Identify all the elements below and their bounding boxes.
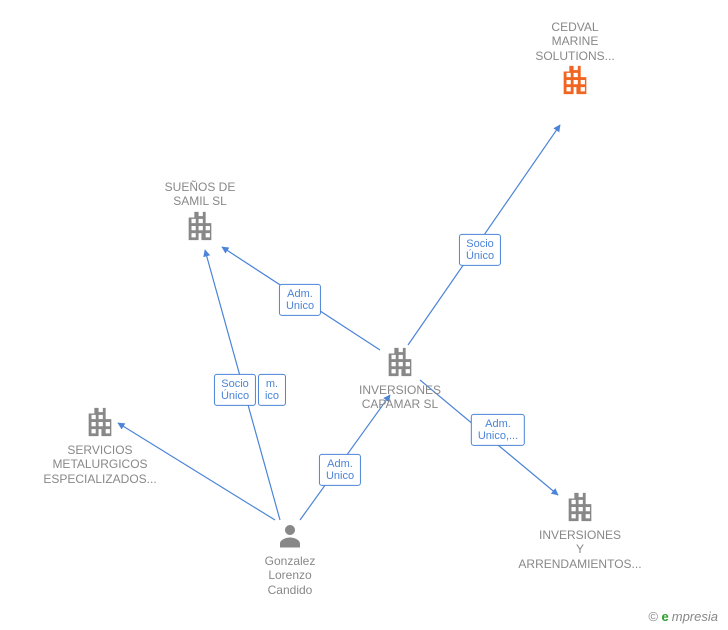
node-servicios[interactable]: SERVICIOS METALURGICOS ESPECIALIZADOS... xyxy=(20,405,180,486)
node-label: Gonzalez Lorenzo Candido xyxy=(230,554,350,597)
node-cedval[interactable]: CEDVAL MARINE SOLUTIONS... xyxy=(510,20,640,101)
edge-label-socio-unico-1: Socio Único xyxy=(459,234,501,266)
node-inversiones[interactable]: INVERSIONES Y ARRENDAMIENTOS... xyxy=(490,490,670,571)
node-label: INVERSIONES CAPAMAR SL xyxy=(330,383,470,412)
watermark: © empresia xyxy=(648,609,718,624)
person-icon xyxy=(275,520,305,550)
building-icon xyxy=(183,209,217,243)
edge-label-socio-unico-2: Socio Único xyxy=(214,374,256,406)
edge-label-adm-unico-3: Adm. Unico xyxy=(319,454,361,486)
node-capamar[interactable]: INVERSIONES CAPAMAR SL xyxy=(330,345,470,412)
node-label: INVERSIONES Y ARRENDAMIENTOS... xyxy=(490,528,670,571)
edge-label-adm-unico-2: Adm. Unico,... xyxy=(471,414,525,446)
diagram-canvas: CEDVAL MARINE SOLUTIONS... SUEÑOS DE SAM… xyxy=(0,0,728,630)
node-label: CEDVAL MARINE SOLUTIONS... xyxy=(510,20,640,63)
building-icon xyxy=(383,345,417,379)
node-label: SERVICIOS METALURGICOS ESPECIALIZADOS... xyxy=(20,443,180,486)
node-suenos[interactable]: SUEÑOS DE SAMIL SL xyxy=(135,180,265,247)
copyright-symbol: © xyxy=(648,609,658,624)
building-icon xyxy=(563,490,597,524)
building-icon xyxy=(83,405,117,439)
watermark-text: mpresia xyxy=(672,609,718,624)
edge-label-adm-unico-1: Adm. Unico xyxy=(279,284,321,316)
node-gonzalez[interactable]: Gonzalez Lorenzo Candido xyxy=(230,520,350,597)
building-icon xyxy=(558,63,592,97)
node-label: SUEÑOS DE SAMIL SL xyxy=(135,180,265,209)
edge-label-partial: m. ico xyxy=(258,374,286,406)
watermark-c: e xyxy=(662,609,669,624)
